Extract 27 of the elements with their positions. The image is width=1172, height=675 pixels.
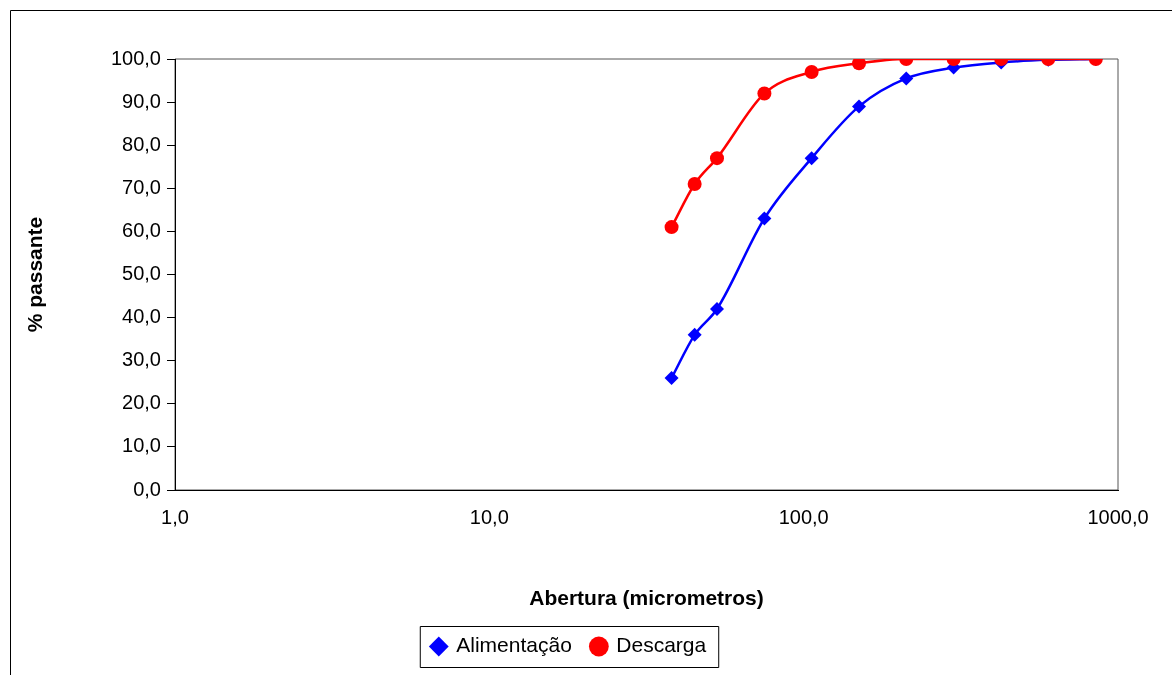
y-tick-label: 30,0	[122, 348, 161, 371]
y-tick-label: 100,0	[110, 46, 161, 69]
y-tick-label: 80,0	[122, 132, 161, 155]
y-tick-label: 0,0	[133, 477, 161, 500]
y-tick-label: 60,0	[122, 218, 161, 241]
x-tick-label: 10,0	[469, 505, 509, 528]
legend-label: Alimentação	[456, 633, 572, 657]
x-tick-label: 100,0	[778, 505, 829, 528]
point	[710, 151, 724, 166]
point	[852, 59, 867, 71]
x-tick-label: 1000,0	[1087, 505, 1149, 528]
legend-label: Descarga	[616, 633, 707, 657]
y-tick-label: 50,0	[122, 262, 161, 285]
point	[804, 151, 819, 166]
y-axis-title: % passante	[23, 216, 47, 333]
x-tick-label: 1,0	[161, 505, 189, 528]
point	[757, 211, 772, 226]
point	[852, 99, 867, 114]
y-tick-label: 20,0	[122, 391, 161, 414]
y-tick-label: 70,0	[122, 175, 161, 198]
y-tick-label: 90,0	[122, 89, 161, 112]
point	[710, 301, 724, 316]
y-tick-label: 10,0	[122, 434, 161, 457]
point	[899, 71, 914, 86]
point	[757, 86, 772, 101]
x-axis-title: Abertura (micrometros)	[529, 586, 764, 610]
y-tick-label: 40,0	[122, 305, 161, 328]
